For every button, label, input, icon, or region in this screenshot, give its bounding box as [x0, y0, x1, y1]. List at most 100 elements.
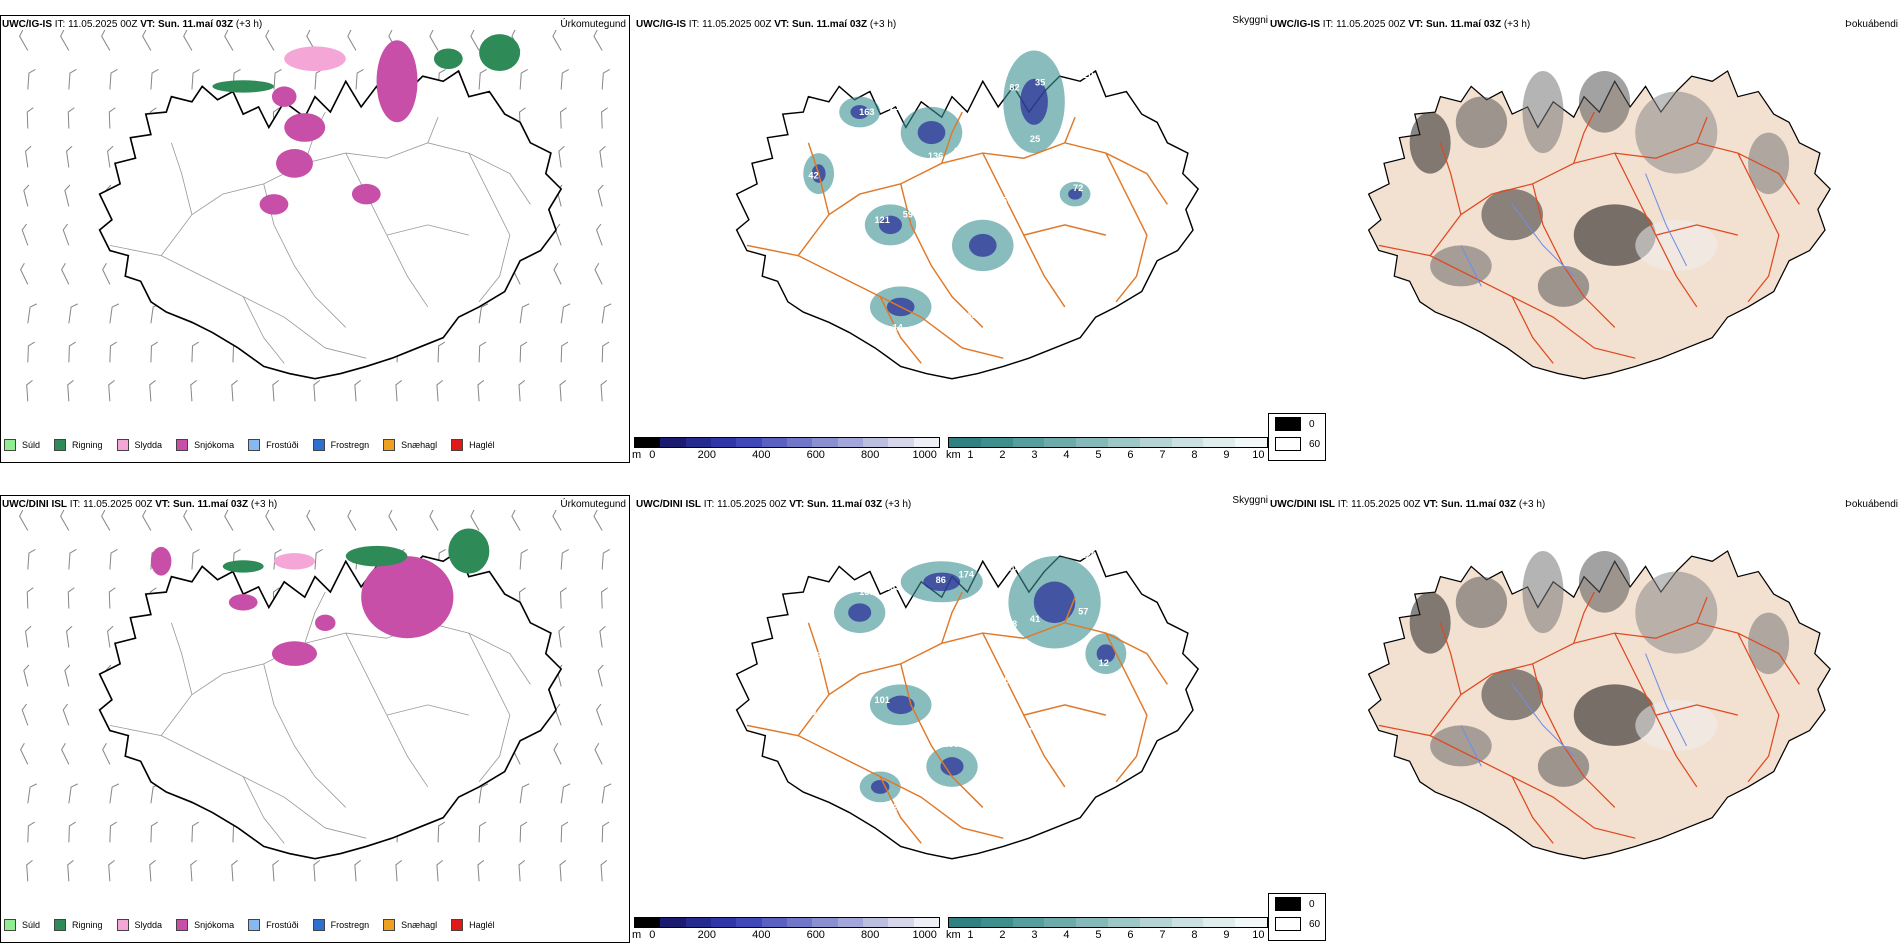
fog-area [1537, 745, 1590, 787]
wind-barb [601, 341, 610, 363]
cloud-base-label: 92 [1015, 303, 1025, 313]
coastline [98, 550, 562, 860]
wind-barb [265, 30, 275, 51]
wind-barb [150, 341, 159, 363]
colorbar-segment [1171, 438, 1204, 447]
cloud-base-label: 39 [829, 222, 839, 232]
wind-barb [560, 69, 569, 90]
wind-barb [314, 549, 323, 570]
model-name: UWC/IG-IS [636, 19, 686, 30]
colorbar-segment [862, 918, 889, 927]
cloud-base-label: 135 [943, 739, 958, 749]
legend-swatch [451, 919, 464, 931]
wind-barb [108, 859, 115, 882]
legend-swatch [54, 439, 67, 451]
legend-label: Snæhagl [401, 920, 438, 930]
cloud-base-label: 139 [801, 707, 816, 717]
vt-value: Sun. 11.maí 03Z [173, 499, 249, 510]
vt-value: Sun. 11.maí 03Z [807, 499, 883, 510]
legend-item: Súld [4, 919, 40, 931]
wind-barb [559, 859, 567, 882]
fog-legend-item: 0 [1269, 894, 1325, 914]
cloud-base-label: 49 [966, 310, 976, 320]
wind-barbs [19, 30, 612, 402]
wind-barb [560, 821, 569, 843]
cloud-base-label: 132 [880, 158, 895, 168]
colorbar-segment [710, 918, 737, 927]
cloud-base-label: 86 [936, 575, 946, 585]
wind-barb [27, 549, 36, 570]
colorbar-tick: 9 [1223, 449, 1230, 461]
wind-barb [66, 625, 73, 648]
wind-barb [600, 859, 608, 882]
wind-barb [593, 30, 603, 51]
wind-barb [19, 30, 29, 51]
cloud-base-label: 163 [859, 107, 874, 117]
legend-item: Snæhagl [383, 439, 437, 451]
panel-title: Þokuábendi [1845, 499, 1898, 510]
wind-barb [436, 859, 444, 882]
legend-label: Frostúði [266, 920, 299, 930]
cloud-base-label: 256 [880, 638, 895, 648]
fog-legend-swatch [1275, 917, 1301, 931]
wind-barb [601, 783, 612, 804]
cloud-base-label: 12 [1099, 658, 1109, 668]
legend-label: Rigning [72, 440, 103, 450]
wind-barb [27, 821, 35, 843]
precip-area [212, 80, 274, 93]
precip-area [228, 594, 258, 611]
cloud-base-label: 117 [1017, 727, 1032, 737]
it-value: 11.05.2025 00Z [1351, 499, 1421, 510]
wind-barb [62, 223, 70, 246]
wind-barb [560, 783, 571, 804]
it-label: IT: [688, 19, 700, 30]
colorbar-tick: 1 [967, 449, 974, 461]
cloud-base-label: 28 [893, 803, 903, 813]
cloud-base-label: 130 [1065, 239, 1080, 249]
cloud-base-label: 115 [949, 683, 964, 693]
wind-barb [64, 184, 71, 207]
panel-title: Úrkomutegund [560, 499, 626, 510]
cloud-base-label: 100 [816, 335, 831, 345]
colorbar-segment [812, 438, 838, 447]
panel-header: UWC/IG-IS IT: 11.05.2025 00Z VT: Sun. 11… [1270, 19, 1530, 30]
cloud-base-label: 206 [790, 63, 805, 73]
wind-barb [429, 30, 439, 51]
cloud-base-label: 120 [1081, 550, 1096, 560]
precip-areas [212, 34, 521, 215]
cloud-core [886, 695, 915, 715]
fog-legend-item: 0 [1269, 414, 1325, 434]
wind-barb [552, 30, 562, 51]
fog-indicator-panel: UWC/IG-IS IT: 11.05.2025 00Z VT: Sun. 11… [1268, 0, 1900, 470]
cloud-core [1033, 581, 1076, 624]
colorbar-segment [660, 438, 686, 447]
wind-barb [20, 262, 29, 285]
wind-barb [101, 510, 111, 531]
colorbar-segment [837, 918, 863, 927]
cloud-base-label: 30 [814, 594, 824, 604]
cloud-base-label: 42 [808, 171, 818, 181]
legend-swatch [383, 919, 396, 931]
offset: (+3 h) [1518, 499, 1546, 510]
wind-barb [470, 30, 480, 51]
cloud-base-label: 46 [898, 266, 908, 276]
wind-barb [553, 742, 562, 765]
colorbar-tick: 1000 [912, 929, 937, 941]
cloud-core [878, 215, 902, 235]
colorbar-segment [1139, 438, 1172, 447]
wind-barb [599, 625, 606, 648]
wind-barb [67, 379, 74, 402]
wind-barb [306, 510, 316, 531]
cloud-base-label: 59 [803, 227, 813, 237]
cloud-base-label: 128 [796, 764, 811, 774]
wind-barb [594, 262, 603, 285]
precip-area [284, 113, 326, 142]
colorbar-tick: 3 [1031, 449, 1038, 461]
cloud-base-label: 99 [1088, 291, 1098, 301]
colorbar-tick: 200 [697, 449, 716, 461]
colorbar-tick: 2 [999, 929, 1006, 941]
precip-area [271, 641, 318, 666]
cloud-base-colorbar: m 0 200 400 600 800 1000 [632, 437, 940, 461]
colorbar-unit: km [946, 929, 961, 941]
precip-area [222, 560, 264, 573]
